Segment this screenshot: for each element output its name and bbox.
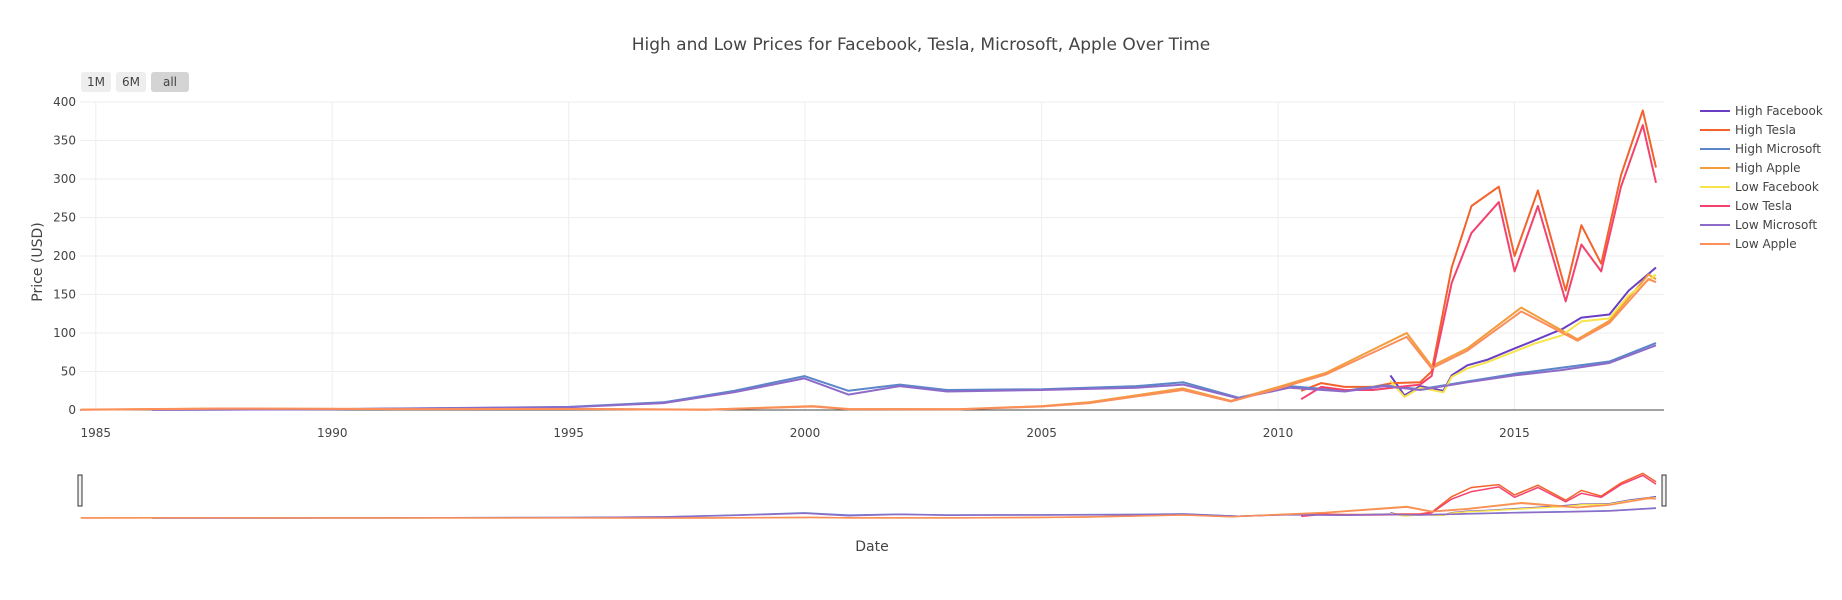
legend: High Facebook High Tesla High Microsoft Hig…: [1700, 104, 1823, 251]
legend-label: Low Tesla: [1735, 199, 1792, 213]
legend-label: Low Microsoft: [1735, 218, 1817, 232]
y-axis-ticks: 0 50 100 150 200 250 300 350 400: [53, 95, 76, 417]
legend-item-high-facebook[interactable]: High Facebook: [1700, 104, 1823, 118]
x-tick-label: 2005: [1026, 426, 1057, 440]
x-tick-label: 2000: [790, 426, 821, 440]
legend-label: High Facebook: [1735, 104, 1823, 118]
series-line-low-apple: [80, 278, 1657, 411]
series-lines: [80, 109, 1657, 411]
x-axis-label: Date: [855, 539, 888, 555]
series-line-high-tesla: [1300, 109, 1657, 392]
legend-item-low-microsoft[interactable]: Low Microsoft: [1700, 218, 1817, 232]
series-line-high-facebook: [1389, 266, 1657, 397]
range-button-bg: [116, 72, 146, 92]
x-tick-label: 1985: [81, 426, 112, 440]
legend-item-high-microsoft[interactable]: High Microsoft: [1700, 142, 1821, 156]
legend-label: High Apple: [1735, 161, 1801, 175]
legend-label: High Tesla: [1735, 123, 1796, 137]
y-tick-label: 150: [53, 288, 76, 302]
range-button-label: 6M: [122, 75, 140, 89]
y-tick-label: 400: [53, 95, 76, 109]
slider-line-low-apple: [80, 497, 1657, 519]
y-tick-label: 200: [53, 249, 76, 263]
legend-item-low-tesla[interactable]: Low Tesla: [1700, 199, 1792, 213]
range-button-all[interactable]: all: [151, 72, 189, 92]
x-tick-label: 2015: [1499, 426, 1530, 440]
y-tick-label: 300: [53, 172, 76, 186]
y-axis-label: Price (USD): [30, 222, 46, 301]
x-axis-ticks: 1985 1990 1995 2000 2005 2010 2015: [81, 426, 1530, 440]
range-selector: 1M 6M all: [81, 72, 189, 92]
range-button-bg: [81, 72, 111, 92]
slider-line-low-microsoft: [152, 507, 1657, 519]
grid: [80, 101, 1664, 410]
range-button-bg: [151, 72, 189, 92]
y-tick-label: 0: [68, 403, 76, 417]
range-button-1m[interactable]: 1M: [81, 72, 111, 92]
legend-item-low-apple[interactable]: Low Apple: [1700, 237, 1797, 251]
legend-label: Low Apple: [1735, 237, 1797, 251]
y-tick-label: 250: [53, 211, 76, 225]
y-tick-label: 50: [61, 365, 76, 379]
x-tick-label: 1990: [317, 426, 348, 440]
range-slider-handle-left[interactable]: [77, 474, 83, 507]
series-line-low-facebook: [1389, 273, 1657, 398]
range-button-6m[interactable]: 6M: [116, 72, 146, 92]
chart-title: High and Low Prices for Facebook, Tesla,…: [632, 35, 1211, 55]
legend-item-low-facebook[interactable]: Low Facebook: [1700, 180, 1819, 194]
x-tick-label: 1995: [553, 426, 584, 440]
y-tick-label: 100: [53, 326, 76, 340]
range-slider[interactable]: [77, 472, 1667, 520]
legend-label: High Microsoft: [1735, 142, 1821, 156]
series-line-high-microsoft: [152, 342, 1657, 411]
y-tick-label: 350: [53, 134, 76, 148]
range-slider-track: [80, 472, 1664, 520]
range-button-label: 1M: [87, 75, 105, 89]
legend-label: Low Facebook: [1735, 180, 1819, 194]
range-button-label: all: [163, 75, 177, 89]
legend-item-high-apple[interactable]: High Apple: [1700, 161, 1801, 175]
range-slider-handle-right[interactable]: [1661, 474, 1667, 507]
x-tick-label: 2010: [1263, 426, 1294, 440]
series-line-low-tesla: [1300, 124, 1657, 401]
series-line-low-microsoft: [152, 344, 1657, 411]
range-slider-preview: [80, 472, 1657, 519]
legend-item-high-tesla[interactable]: High Tesla: [1700, 123, 1796, 137]
